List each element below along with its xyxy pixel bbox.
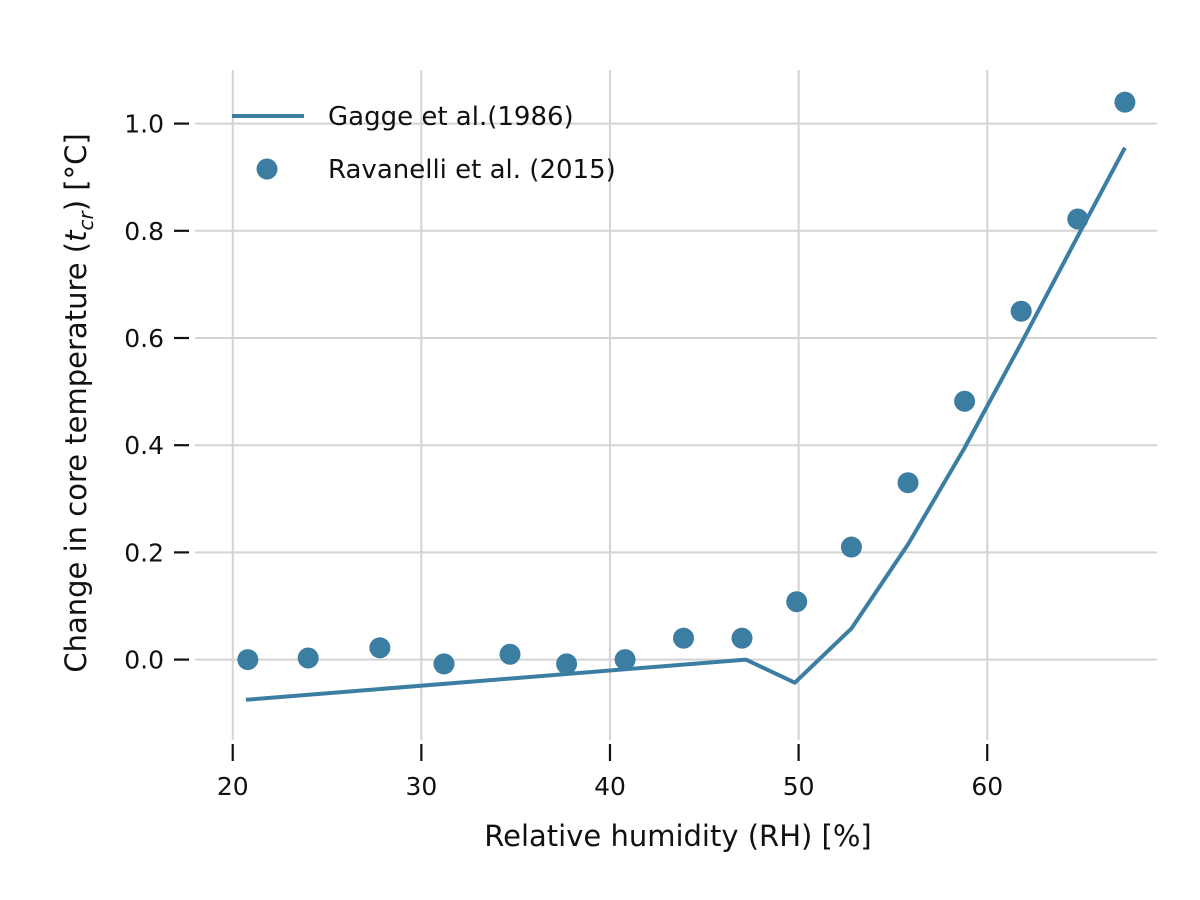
legend-label: Gagge et al.(1986) bbox=[328, 102, 574, 132]
legend-label: Ravanelli et al. (2015) bbox=[328, 155, 616, 185]
data-point bbox=[673, 627, 695, 649]
data-point bbox=[237, 649, 259, 671]
data-point bbox=[499, 643, 521, 665]
x-tick-label: 30 bbox=[405, 772, 437, 801]
data-point bbox=[1010, 300, 1032, 322]
data-point bbox=[369, 637, 391, 659]
data-point bbox=[731, 627, 753, 649]
data-point bbox=[897, 472, 919, 494]
x-axis: 20 30 40 50 60 bbox=[217, 744, 1003, 801]
y-axis-label-subscript: cr bbox=[74, 210, 98, 231]
y-tick-label: 1.0 bbox=[124, 110, 164, 139]
data-point bbox=[786, 591, 808, 613]
x-tick-label: 50 bbox=[783, 772, 815, 801]
y-tick-label: 0.2 bbox=[124, 538, 164, 567]
data-point bbox=[1114, 91, 1136, 113]
series-line bbox=[245, 146, 1127, 702]
legend: Gagge et al.(1986) Ravanelli et al. (2015… bbox=[232, 102, 616, 185]
x-axis-label: Relative humidity (RH) [%] bbox=[484, 819, 871, 853]
data-point bbox=[614, 649, 636, 671]
x-tick-label: 60 bbox=[971, 772, 1003, 801]
y-axis: 0.0 0.2 0.4 0.6 0.8 1.0 bbox=[124, 110, 189, 675]
x-tick-label: 40 bbox=[594, 772, 626, 801]
data-point bbox=[433, 653, 455, 675]
legend-marker-swatch bbox=[256, 158, 278, 180]
x-tick-label: 20 bbox=[217, 772, 249, 801]
data-point bbox=[556, 653, 578, 675]
y-tick-label: 0.4 bbox=[124, 431, 164, 460]
y-axis-label-prefix: Change in core temperature ( bbox=[59, 242, 93, 673]
data-point bbox=[954, 390, 976, 412]
y-axis-label-suffix: ) [°C] bbox=[59, 133, 93, 211]
data-point bbox=[840, 536, 862, 558]
plot-area bbox=[237, 91, 1136, 702]
y-tick-label: 0.0 bbox=[124, 646, 164, 675]
data-point bbox=[1067, 208, 1089, 230]
y-axis-label: Change in core temperature (tcr) [°C] bbox=[59, 133, 98, 672]
y-tick-label: 0.8 bbox=[124, 217, 164, 246]
y-axis-label-variable: t bbox=[59, 229, 93, 242]
data-point bbox=[297, 647, 319, 669]
y-tick-label: 0.6 bbox=[124, 324, 164, 353]
